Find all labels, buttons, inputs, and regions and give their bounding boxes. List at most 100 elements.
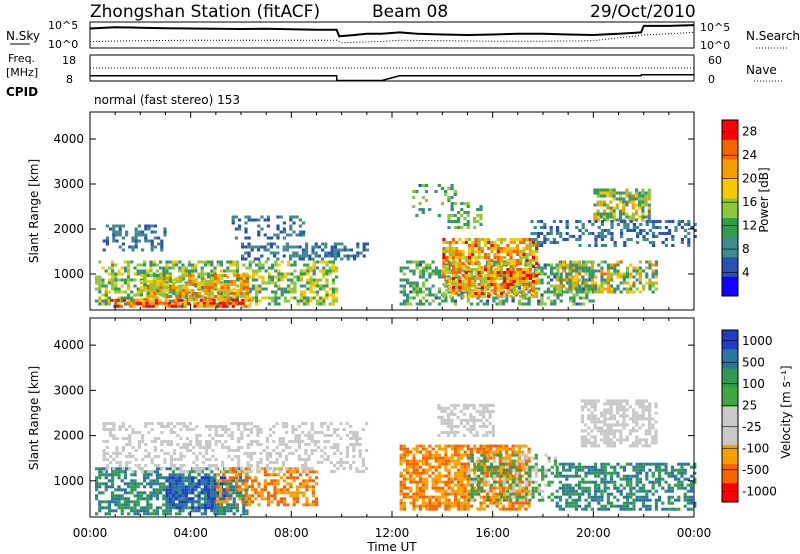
velocity-panel-cell [317, 431, 321, 434]
velocity-panel-cell [171, 491, 176, 495]
power-panel-cell [217, 292, 221, 295]
velocity-panel-cell [181, 485, 185, 489]
power-panel-cell [181, 292, 186, 295]
velocity-panel-cell [409, 450, 413, 454]
power-panel-cell [233, 295, 237, 298]
power-panel-cell [591, 272, 595, 276]
power-panel-cell [207, 272, 211, 276]
nave-label: Nave [746, 63, 777, 77]
velocity-panel-cell [434, 477, 438, 481]
velocity-panel-cell [207, 485, 211, 489]
velocity-panel-cell [501, 504, 506, 508]
power-panel-cell [604, 244, 608, 247]
power-panel-cell [231, 221, 235, 225]
velocity-panel-cell [165, 491, 169, 495]
velocity-panel-cell [453, 474, 458, 478]
velocity-panel-cell [249, 452, 253, 455]
velocity-panel-cell [95, 485, 99, 489]
power-panel-cell [340, 242, 344, 246]
power-panel-cell [610, 287, 614, 291]
power-panel-cell [325, 269, 329, 273]
velocity-panel-cell [301, 458, 305, 461]
velocity-panel-cell [238, 485, 242, 489]
power-panel-cell [266, 215, 270, 219]
velocity-panel-cell [493, 459, 497, 463]
power-panel-cell [651, 290, 655, 294]
power-panel-cell [121, 236, 125, 240]
power-panel-cell [197, 260, 201, 264]
power-panel-cell [295, 251, 299, 255]
power-panel-cell [568, 290, 572, 294]
power-panel-cell [292, 251, 296, 255]
velocity-panel-cell [469, 468, 474, 472]
velocity-panel-cell [242, 509, 246, 513]
velocity-panel-cell [434, 501, 438, 505]
power-panel-cell [437, 269, 442, 273]
velocity-panel-cell [295, 497, 299, 501]
power-panel-cell [648, 278, 652, 282]
velocity-panel-cell [144, 422, 148, 425]
velocity-panel-cell [104, 506, 108, 510]
power-panel-cell [203, 272, 207, 276]
power-panel-cell [600, 232, 604, 235]
velocity-panel-cell [428, 450, 432, 454]
velocity-panel-cell [431, 480, 435, 484]
power-panel-cell [445, 289, 449, 292]
velocity-panel-cell [544, 483, 548, 487]
velocity-panel-cell [179, 452, 183, 455]
velocity-panel-cell [256, 461, 260, 464]
power-panel-cell [117, 290, 121, 294]
power-panel-cell [412, 284, 416, 288]
velocity-panel-cell [460, 492, 464, 496]
velocity-panel-cell [155, 482, 159, 486]
power-panel-cell [233, 283, 237, 286]
power-panel-cell [114, 272, 118, 276]
power-panel-cell [442, 262, 446, 265]
velocity-panel-cell [198, 452, 202, 455]
power-panel-cell [645, 238, 649, 241]
velocity-panel-cell [466, 444, 470, 448]
velocity-panel-cell [425, 495, 429, 499]
power-panel-cell [450, 214, 454, 217]
power-panel-cell [606, 212, 610, 216]
velocity-panel-cell [470, 456, 474, 460]
power-panel-cell [130, 299, 134, 303]
velocity-panel-cell [425, 477, 429, 481]
power-panel-cell [309, 284, 313, 288]
velocity-panel-cell [160, 431, 164, 434]
velocity-panel-cell [473, 471, 477, 475]
power-panel-cell [165, 289, 170, 292]
power-panel-cell [651, 275, 655, 279]
velocity-panel-cell [176, 458, 180, 461]
power-panel-cell [499, 250, 504, 253]
power-panel-cell [299, 275, 303, 279]
velocity-panel-cell [428, 468, 432, 472]
power-panel-cell [219, 260, 223, 264]
power-panel-cell [458, 280, 462, 283]
velocity-panel-cell [425, 471, 429, 475]
velocity-panel-cell [479, 450, 483, 454]
power-panel-cell [117, 302, 121, 306]
velocity-panel-cell [254, 488, 258, 492]
power-panel-cell [118, 230, 122, 234]
power-panel-cell [171, 263, 175, 267]
velocity-panel-cell [259, 458, 263, 461]
power-panel-cell [641, 188, 645, 192]
power-panel-cell [496, 295, 500, 298]
velocity-panel-cell [512, 486, 516, 490]
power-panel-cell [606, 206, 610, 210]
velocity-panel-cell [425, 504, 429, 508]
power-panel-cell [337, 251, 341, 255]
power-panel-cell [493, 244, 497, 247]
power-panel-cell [280, 272, 284, 276]
power-panel-cell [241, 298, 245, 302]
velocity-panel-cell [517, 465, 522, 469]
velocity-panel-cell [242, 494, 246, 498]
velocity-panel-cell [275, 467, 279, 470]
power-colorbar-swatch [722, 159, 738, 179]
velocity-panel-cell [431, 495, 435, 499]
velocity-panel-cell [447, 462, 451, 466]
velocity-panel-cell [406, 453, 410, 457]
velocity-panel-cell [457, 468, 461, 472]
velocity-panel-cell [263, 482, 267, 486]
